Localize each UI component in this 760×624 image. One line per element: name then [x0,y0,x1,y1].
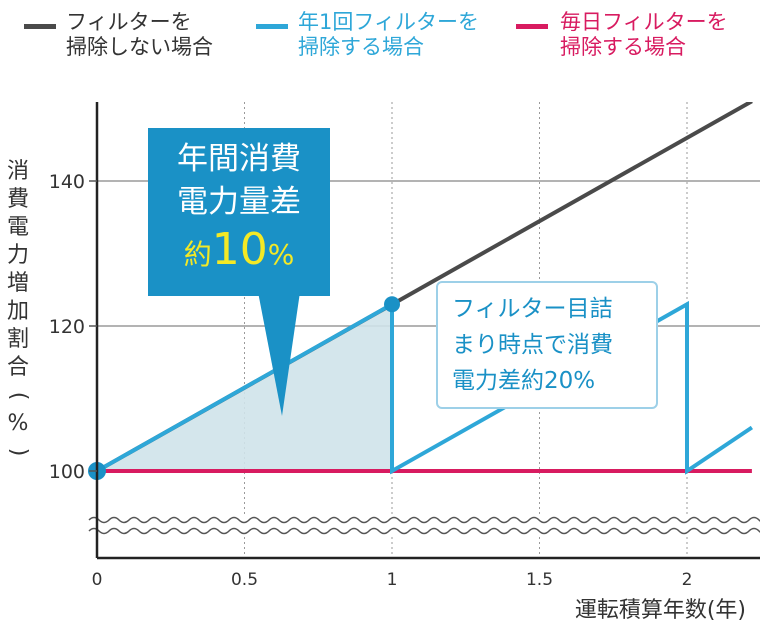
callout-percent: 約10% [148,224,330,281]
x-tick-label: 0.5 [231,570,258,590]
y-axis-title-char: ) [6,447,31,457]
x-tick-label: 1 [387,570,398,590]
legend-swatch-daily [516,24,548,29]
callout-suffix: % [267,238,295,271]
x-axis-title: 運転積算年数(年) [574,598,746,623]
axis-break-wave [88,516,760,524]
legend-label-daily: 毎日フィルターを 掃除する場合 [560,10,728,59]
callout-line2: 電力量差 [177,184,301,220]
x-tick-label: 1.5 [526,570,553,590]
y-axis-title-char: ( [6,391,31,401]
axis-break-wave [88,527,760,535]
y-tick-label: 120 [49,316,85,338]
legend-label-no-clean: フィルターを 掃除しない場合 [66,10,213,59]
y-axis-title-char: 合 [6,355,29,380]
y-axis-title-char: 力 [6,243,29,268]
y-axis-title-char: 割 [6,327,29,352]
y-axis-title-char: 加 [6,299,29,324]
y-axis-title-char: 増 [6,271,29,296]
callout-prefix: 約 [183,238,212,271]
legend-swatch-no-clean [24,24,56,29]
clog-difference-callout: フィルター目詰 まり時点で消費 電力差約20% [436,281,658,409]
callout-pointer [258,292,300,416]
marker-clog [384,296,400,313]
y-axis-title-char: % [7,411,29,436]
y-axis-title: 消費電力増加割合 (%) [4,158,32,466]
y-axis-title-char: 電 [6,215,29,240]
legend-swatch-annual [256,24,288,29]
x-tick-label: 2 [682,570,693,590]
y-tick-label: 140 [49,171,85,193]
y-axis-title-char: 消 [6,159,29,184]
callout-value: 10 [211,224,268,275]
x-tick-label: 0 [92,570,103,590]
axis-break-band [99,515,760,537]
annual-difference-callout: 年間消費 電力量差 約10% [148,128,330,296]
legend-label-annual: 年1回フィルターを 掃除する場合 [298,10,479,59]
callout-line1: 年間消費 [177,141,301,177]
y-axis-title-char: 費 [6,187,29,212]
y-tick-label: 100 [49,461,85,483]
